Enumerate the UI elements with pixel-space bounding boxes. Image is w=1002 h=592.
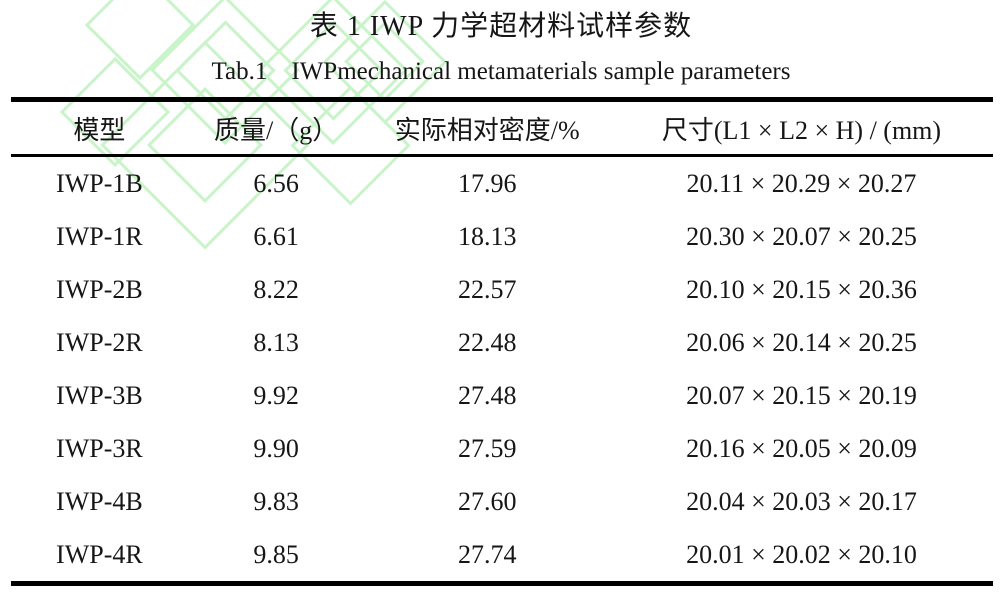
- table-row: IWP-3R 9.90 27.59 20.16 × 20.05 × 20.09: [11, 422, 993, 475]
- table-row: IWP-2B 8.22 22.57 20.10 × 20.15 × 20.36: [11, 263, 993, 316]
- table-row: IWP-2R 8.13 22.48 20.06 × 20.14 × 20.25: [11, 316, 993, 369]
- cell-dimensions: 20.04 × 20.03 × 20.17: [686, 486, 917, 516]
- cell-density: 18.13: [458, 221, 517, 251]
- cell-mass: 8.13: [253, 327, 299, 357]
- cell-mass: 9.92: [253, 380, 299, 410]
- cell-model: IWP-3B: [56, 380, 143, 410]
- cell-mass: 6.61: [253, 221, 299, 251]
- cell-model: IWP-4R: [56, 539, 143, 569]
- cell-dimensions: 20.16 × 20.05 × 20.09: [686, 433, 917, 463]
- cell-model: IWP-2R: [56, 327, 143, 357]
- cell-density: 27.60: [458, 486, 517, 516]
- table-body: IWP-1B 6.56 17.96 20.11 × 20.29 × 20.27 …: [11, 157, 993, 581]
- table-row: IWP-1B 6.56 17.96 20.11 × 20.29 × 20.27: [11, 157, 993, 210]
- table-caption-en-label: Tab.1: [211, 58, 268, 85]
- cell-model: IWP-2B: [56, 274, 143, 304]
- cell-density: 27.48: [458, 380, 517, 410]
- column-header-mass: 质量/（g）: [214, 115, 339, 145]
- cell-density: 27.59: [458, 433, 517, 463]
- cell-dimensions: 20.01 × 20.02 × 20.10: [686, 539, 917, 569]
- table-row: IWP-3B 9.92 27.48 20.07 × 20.15 × 20.19: [11, 369, 993, 422]
- cell-mass: 9.85: [253, 539, 299, 569]
- column-header-dimensions: 尺寸(L1 × L2 × H) / (mm): [661, 115, 942, 145]
- cell-dimensions: 20.07 × 20.15 × 20.19: [686, 380, 917, 410]
- cell-mass: 9.90: [253, 433, 299, 463]
- table-caption-en: Tab.1 IWPmechanical metamaterials sample …: [0, 58, 1002, 86]
- table-caption-en-text: IWPmechanical metamaterials sample param…: [291, 58, 791, 85]
- column-header-model: 模型: [73, 115, 126, 145]
- parameters-table: 模型 质量/（g） 实际相对密度/% 尺寸(L1 × L2 × H) / (mm…: [11, 97, 993, 586]
- table-row: IWP-4B 9.83 27.60 20.04 × 20.03 × 20.17: [11, 475, 993, 528]
- column-header-density: 实际相对密度/%: [394, 115, 580, 145]
- cell-dimensions: 20.11 × 20.29 × 20.27: [686, 168, 917, 198]
- cell-model: IWP-4B: [56, 486, 143, 516]
- cell-density: 22.57: [458, 274, 517, 304]
- cell-mass: 8.22: [253, 274, 299, 304]
- cell-model: IWP-1R: [56, 221, 143, 251]
- table-row: IWP-4R 9.85 27.74 20.01 × 20.02 × 20.10: [11, 528, 993, 581]
- cell-dimensions: 20.30 × 20.07 × 20.25: [686, 221, 917, 251]
- cell-density: 22.48: [458, 327, 517, 357]
- cell-dimensions: 20.10 × 20.15 × 20.36: [686, 274, 917, 304]
- cell-density: 27.74: [458, 539, 517, 569]
- table-caption-zh: 表 1 IWP 力学超材料试样参数: [309, 11, 693, 42]
- cell-density: 17.96: [458, 168, 517, 198]
- cell-mass: 6.56: [253, 168, 299, 198]
- cell-model: IWP-1B: [56, 168, 143, 198]
- table-row: IWP-1R 6.61 18.13 20.30 × 20.07 × 20.25: [11, 210, 993, 263]
- header-row: 模型 质量/（g） 实际相对密度/% 尺寸(L1 × L2 × H) / (mm…: [11, 102, 993, 154]
- cell-mass: 9.83: [253, 486, 299, 516]
- cell-dimensions: 20.06 × 20.14 × 20.25: [686, 327, 917, 357]
- table-header: 模型 质量/（g） 实际相对密度/% 尺寸(L1 × L2 × H) / (mm…: [11, 102, 993, 157]
- cell-model: IWP-3R: [56, 433, 143, 463]
